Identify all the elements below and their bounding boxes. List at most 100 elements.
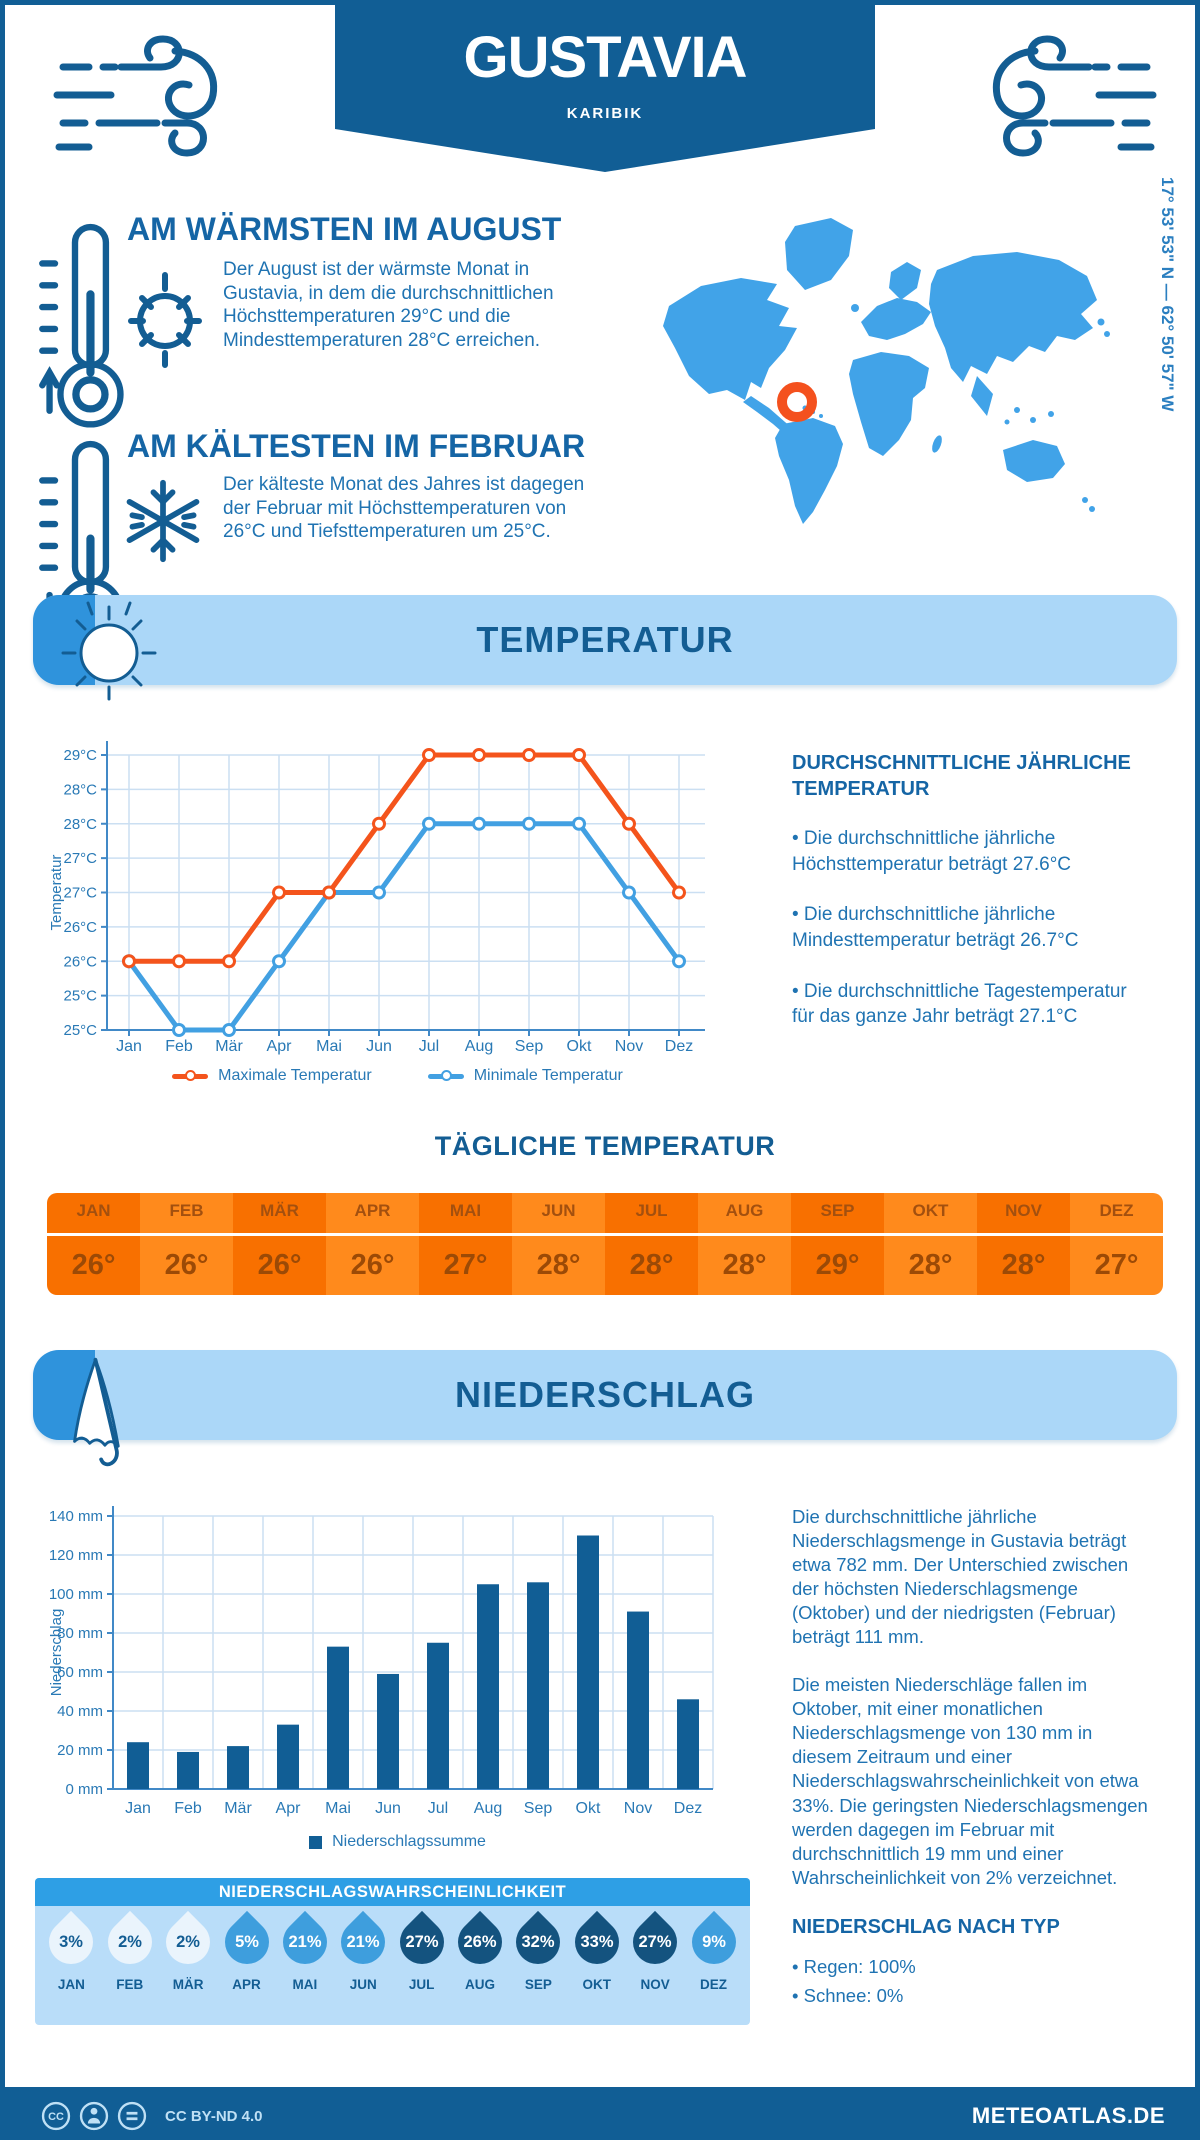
svg-text:Jan: Jan bbox=[125, 1800, 151, 1817]
droplet-value: 27% bbox=[405, 1932, 439, 1951]
table-month-header: FEB bbox=[140, 1193, 233, 1236]
temperature-stat-item: • Die durchschnittliche jährliche Höchst… bbox=[792, 828, 1072, 875]
sun-banner-icon bbox=[57, 601, 161, 705]
svg-text:Aug: Aug bbox=[465, 1038, 493, 1055]
table-month-header: SEP bbox=[791, 1193, 884, 1236]
droplet-icon: 32% bbox=[507, 1910, 570, 1974]
table-month-header: APR bbox=[326, 1193, 419, 1236]
svg-text:100 mm: 100 mm bbox=[49, 1586, 103, 1603]
header-ribbon: GUSTAVIA KARIBIK bbox=[335, 5, 875, 172]
coordinates-label: 17° 53' 53" N — 62° 50' 57" W bbox=[1158, 177, 1177, 412]
precipitation-banner: NIEDERSCHLAG bbox=[33, 1350, 1177, 1467]
legend-label: Minimale Temperatur bbox=[473, 1067, 623, 1084]
precipitation-probability-box: NIEDERSCHLAGSWAHRSCHEINLICHKEIT 3% JAN 2% F… bbox=[35, 1878, 750, 2025]
table-temperature-value: 28° bbox=[722, 1249, 767, 1281]
droplet-value: 3% bbox=[59, 1932, 84, 1951]
table-column: MAI 27° bbox=[419, 1193, 512, 1295]
svg-text:Jan: Jan bbox=[116, 1038, 142, 1055]
svg-text:29°C: 29°C bbox=[63, 747, 97, 764]
droplet-value: 26% bbox=[463, 1932, 497, 1951]
svg-text:20 mm: 20 mm bbox=[57, 1742, 103, 1759]
wind-icon bbox=[983, 27, 1163, 167]
legend-label: Maximale Temperatur bbox=[218, 1067, 372, 1084]
svg-text:25°C: 25°C bbox=[63, 988, 97, 1005]
svg-text:Jun: Jun bbox=[375, 1800, 401, 1817]
wind-icon bbox=[47, 27, 227, 167]
droplet-icon: 21% bbox=[273, 1910, 336, 1974]
svg-text:25°C: 25°C bbox=[63, 1022, 97, 1039]
svg-text:Apr: Apr bbox=[276, 1800, 302, 1817]
temperature-stats-title: DURCHSCHNITTLICHE JÄHRLICHE TEMPERATUR bbox=[792, 752, 1131, 800]
svg-text:Dez: Dez bbox=[674, 1800, 702, 1817]
svg-text:Jul: Jul bbox=[419, 1038, 439, 1055]
cc-icon: CC bbox=[41, 2101, 71, 2131]
warmest-text: Der August ist der wärmste Monat in Gust… bbox=[223, 259, 554, 351]
coldest-title: AM KÄLTESTEN IM FEBRUAR bbox=[127, 428, 586, 464]
droplet-value: 33% bbox=[580, 1932, 614, 1951]
probability-droplet: 2% FEB bbox=[98, 1906, 161, 1992]
probability-droplet: 26% AUG bbox=[448, 1906, 512, 1992]
svg-text:120 mm: 120 mm bbox=[49, 1547, 103, 1564]
temperature-stat-item: • Die durchschnittliche jährliche Mindes… bbox=[792, 904, 1079, 951]
svg-text:26°C: 26°C bbox=[63, 919, 97, 936]
precipitation-text-panel: Die durchschnittliche jährliche Niedersc… bbox=[792, 1505, 1154, 2011]
precipitation-paragraph: Die meisten Niederschläge fallen im Okto… bbox=[792, 1674, 1148, 1888]
svg-text:140 mm: 140 mm bbox=[49, 1508, 103, 1525]
probability-droplet: 33% OKT bbox=[565, 1906, 628, 1992]
precipitation-chart-legend: Niederschlagssumme bbox=[45, 1833, 750, 1851]
footer: CC CC BY-ND 4.0 METEOATLAS.DE bbox=[5, 2087, 1195, 2135]
droplet-month-label: AUG bbox=[465, 1977, 495, 1992]
droplet-icon: 21% bbox=[332, 1910, 395, 1974]
svg-text:Okt: Okt bbox=[576, 1800, 601, 1817]
site-name: METEOATLAS.DE bbox=[971, 2103, 1165, 2128]
svg-text:28°C: 28°C bbox=[63, 816, 97, 833]
table-column: NOV 28° bbox=[977, 1193, 1070, 1295]
droplet-value: 5% bbox=[234, 1932, 259, 1951]
table-temperature-value: 26° bbox=[71, 1249, 116, 1281]
droplet-value: 2% bbox=[176, 1932, 201, 1951]
precipitation-probability-title: NIEDERSCHLAGSWAHRSCHEINLICHKEIT bbox=[35, 1878, 750, 1906]
droplet-value: 27% bbox=[638, 1932, 672, 1951]
svg-text:Okt: Okt bbox=[567, 1038, 592, 1055]
svg-text:Apr: Apr bbox=[267, 1038, 293, 1055]
table-month-header: AUG bbox=[698, 1193, 791, 1236]
droplet-icon: 33% bbox=[565, 1910, 628, 1974]
droplet-value: 2% bbox=[117, 1932, 142, 1951]
table-column: JAN 26° bbox=[47, 1193, 140, 1295]
droplet-icon: 2% bbox=[157, 1910, 220, 1974]
probability-droplet: 32% SEP bbox=[507, 1906, 570, 1992]
table-month-header: JUL bbox=[605, 1193, 698, 1236]
probability-droplet: 2% MÄR bbox=[157, 1906, 220, 1992]
legend-item: Niederschlagssumme bbox=[309, 1833, 486, 1851]
droplet-month-label: JUL bbox=[408, 1977, 435, 1992]
probability-droplet: 27% NOV bbox=[624, 1906, 687, 1992]
svg-text:Sep: Sep bbox=[515, 1038, 544, 1055]
precipitation-type-item: • Regen: 100% bbox=[792, 1955, 916, 1977]
droplet-month-label: DEZ bbox=[700, 1977, 727, 1992]
table-temperature-value: 28° bbox=[908, 1249, 953, 1281]
temperature-chart-legend: Maximale Temperatur Minimale Temperatur bbox=[45, 1067, 750, 1085]
precipitation-type-item: • Schnee: 0% bbox=[792, 1985, 904, 2007]
table-month-header: MÄR bbox=[233, 1193, 326, 1236]
probability-droplet: 21% MAI bbox=[273, 1906, 336, 1992]
svg-text:27°C: 27°C bbox=[63, 850, 97, 867]
svg-text:28°C: 28°C bbox=[63, 781, 97, 798]
svg-text:Jul: Jul bbox=[428, 1800, 448, 1817]
legend-label: Niederschlagssumme bbox=[332, 1833, 486, 1850]
table-column: JUN 28° bbox=[512, 1193, 605, 1295]
legend-dot bbox=[440, 1070, 452, 1081]
snowflake-icon bbox=[119, 473, 211, 589]
droplet-icon: 27% bbox=[390, 1910, 453, 1974]
droplet-month-label: OKT bbox=[582, 1977, 612, 1992]
droplet-icon: 9% bbox=[682, 1910, 745, 1974]
svg-text:Nov: Nov bbox=[624, 1800, 652, 1817]
svg-text:0 mm: 0 mm bbox=[66, 1781, 104, 1798]
droplet-month-label: MÄR bbox=[172, 1977, 204, 1992]
droplet-month-label: MAI bbox=[292, 1977, 318, 1992]
world-map bbox=[655, 210, 1135, 535]
temperature-stat-item: • Die durchschnittliche Tagestemperatur … bbox=[792, 980, 1127, 1028]
table-month-header: NOV bbox=[977, 1193, 1070, 1236]
probability-droplet: 9% DEZ bbox=[682, 1906, 745, 1992]
table-temperature-value: 28° bbox=[1001, 1249, 1046, 1281]
precipitation-chart: 0 mm 20 mm 40 mm 60 mm 80 mm 100 mm 120 mm 140 … bbox=[45, 1495, 750, 1845]
